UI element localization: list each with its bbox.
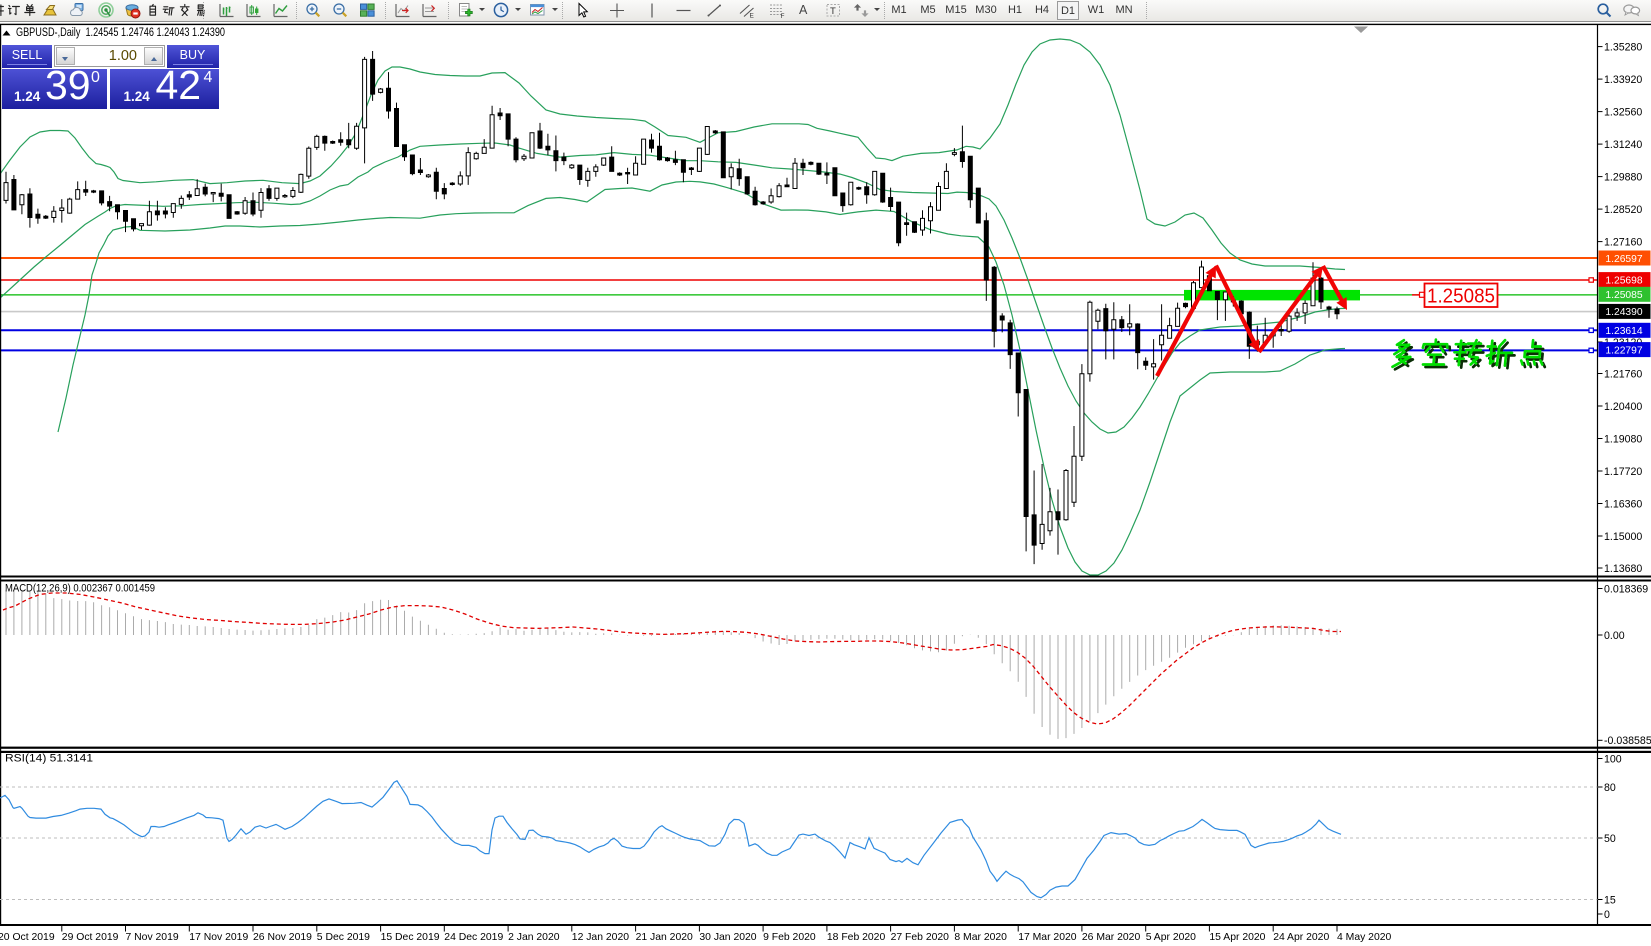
- svg-text:E: E: [750, 13, 755, 20]
- svg-text:80: 80: [1604, 782, 1616, 794]
- svg-text:GBPUSD-,Daily 1.24545 1.24746: GBPUSD-,Daily 1.24545 1.24746 1.24043 1.…: [16, 25, 225, 39]
- svg-text:5 Dec 2019: 5 Dec 2019: [317, 932, 370, 943]
- svg-text:F: F: [781, 13, 785, 19]
- svg-text:26 Nov 2019: 26 Nov 2019: [253, 932, 312, 943]
- svg-text:1.17720: 1.17720: [1604, 466, 1642, 478]
- svg-text:1.27160: 1.27160: [1604, 236, 1642, 248]
- svg-text:1.29880: 1.29880: [1604, 171, 1642, 183]
- svg-text:4 May 2020: 4 May 2020: [1337, 932, 1392, 943]
- svg-text:1.26597: 1.26597: [1605, 254, 1642, 265]
- svg-text:0.018369: 0.018369: [1604, 583, 1648, 595]
- svg-text:1.35280: 1.35280: [1604, 41, 1642, 53]
- svg-text:27 Feb 2020: 27 Feb 2020: [891, 932, 950, 943]
- svg-text:T: T: [830, 6, 836, 17]
- svg-text:MACD(12,26,9) 0.002367 0.00145: MACD(12,26,9) 0.002367 0.001459: [5, 583, 155, 595]
- svg-text:1.16360: 1.16360: [1604, 498, 1642, 510]
- svg-text:1.28520: 1.28520: [1604, 204, 1642, 216]
- svg-text:21 Jan 2020: 21 Jan 2020: [636, 932, 693, 943]
- svg-text:15 Apr 2020: 15 Apr 2020: [1209, 932, 1265, 943]
- svg-text:26 Mar 2020: 26 Mar 2020: [1082, 932, 1141, 943]
- svg-text:1.15000: 1.15000: [1604, 531, 1642, 543]
- svg-text:0.00: 0.00: [1604, 630, 1625, 642]
- svg-text:1.13680: 1.13680: [1604, 563, 1642, 575]
- svg-text:1.32560: 1.32560: [1604, 106, 1642, 118]
- svg-text:1.33920: 1.33920: [1604, 74, 1642, 86]
- svg-text:5 Apr 2020: 5 Apr 2020: [1146, 932, 1196, 943]
- svg-text:9 Feb 2020: 9 Feb 2020: [763, 932, 816, 943]
- svg-text:17 Mar 2020: 17 Mar 2020: [1018, 932, 1077, 943]
- svg-text:29 Oct 2019: 29 Oct 2019: [62, 932, 119, 943]
- svg-text:RSI(14) 51.3141: RSI(14) 51.3141: [5, 753, 93, 765]
- svg-text:50: 50: [1604, 833, 1616, 845]
- svg-text:100: 100: [1604, 753, 1622, 765]
- svg-text:1.19080: 1.19080: [1604, 433, 1642, 445]
- svg-text:17 Nov 2019: 17 Nov 2019: [189, 932, 248, 943]
- svg-text:1.20400: 1.20400: [1604, 401, 1642, 413]
- svg-text:8 Mar 2020: 8 Mar 2020: [954, 932, 1007, 943]
- svg-text:15 Dec 2019: 15 Dec 2019: [381, 932, 440, 943]
- svg-text:24 Dec 2019: 24 Dec 2019: [444, 932, 503, 943]
- svg-text:0: 0: [1604, 909, 1610, 921]
- svg-text:15: 15: [1604, 894, 1616, 906]
- svg-text:1.22797: 1.22797: [1605, 345, 1642, 356]
- svg-text:30 Jan 2020: 30 Jan 2020: [699, 932, 756, 943]
- svg-text:12 Jan 2020: 12 Jan 2020: [572, 932, 629, 943]
- svg-text:1.25698: 1.25698: [1605, 275, 1642, 286]
- svg-text:2 Jan 2020: 2 Jan 2020: [508, 932, 560, 943]
- svg-text:1.25085: 1.25085: [1605, 290, 1642, 301]
- svg-text:1.24390: 1.24390: [1605, 307, 1642, 318]
- svg-text:18 Feb 2020: 18 Feb 2020: [827, 932, 886, 943]
- svg-text:7 Nov 2019: 7 Nov 2019: [126, 932, 179, 943]
- svg-text:-0.038585: -0.038585: [1604, 735, 1651, 747]
- svg-text:20 Oct 2019: 20 Oct 2019: [0, 932, 55, 943]
- svg-text:1.21760: 1.21760: [1604, 368, 1642, 380]
- svg-text:1.23614: 1.23614: [1605, 326, 1642, 337]
- svg-text:24 Apr 2020: 24 Apr 2020: [1273, 932, 1329, 943]
- svg-text:1.31240: 1.31240: [1604, 139, 1642, 151]
- svg-text:1.25085: 1.25085: [1427, 285, 1495, 308]
